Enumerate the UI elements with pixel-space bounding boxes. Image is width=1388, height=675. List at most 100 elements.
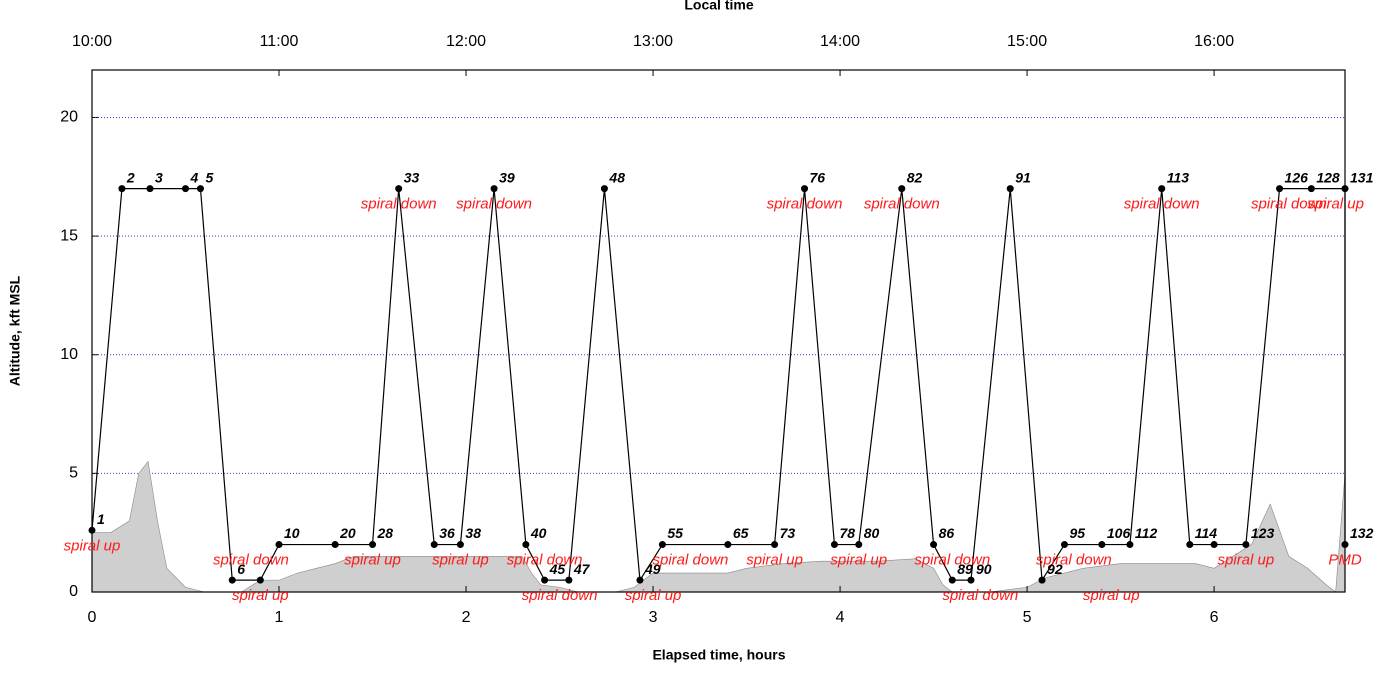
- page: Local time Elapsed time, hours Altitude,…: [0, 0, 1388, 675]
- waypoint-label: 39: [499, 169, 515, 185]
- y-tick-label: 20: [60, 109, 78, 126]
- waypoint-label: 76: [810, 169, 826, 185]
- waypoint: [197, 185, 204, 192]
- chart: Local time Elapsed time, hours Altitude,…: [0, 0, 1388, 670]
- annotation: spiral up: [344, 552, 401, 569]
- waypoint: [565, 577, 572, 584]
- annotation: spiral up: [1218, 552, 1275, 569]
- waypoint: [949, 577, 956, 584]
- top-tick-label: 11:00: [260, 33, 299, 50]
- waypoint-label: 114: [1195, 525, 1218, 541]
- annotation: spiral down: [213, 552, 289, 569]
- waypoint: [898, 185, 905, 192]
- waypoint-label: 91: [1015, 169, 1031, 185]
- x-axis-title: Elapsed time, hours: [652, 647, 785, 663]
- waypoint: [1158, 185, 1165, 192]
- annotation: spiral up: [1307, 196, 1364, 213]
- waypoint-label: 123: [1251, 525, 1275, 541]
- waypoint: [601, 185, 608, 192]
- waypoint: [1039, 577, 1046, 584]
- waypoint-label: 106: [1107, 525, 1131, 541]
- annotation: spiral down: [942, 587, 1018, 604]
- annotation: spiral down: [914, 552, 990, 569]
- waypoint: [831, 541, 838, 548]
- top-tick-label: 16:00: [1194, 33, 1234, 50]
- plot-frame: [92, 70, 1345, 592]
- waypoint: [771, 541, 778, 548]
- waypoint-label: 65: [733, 525, 749, 541]
- waypoint: [724, 541, 731, 548]
- waypoint: [1276, 185, 1283, 192]
- annotation: spiral up: [232, 587, 289, 604]
- waypoint: [522, 541, 529, 548]
- y-tick-label: 5: [69, 465, 78, 482]
- waypoint: [541, 577, 548, 584]
- waypoint-label: 1: [97, 511, 105, 527]
- top-axis-title: Local time: [684, 0, 753, 13]
- annotation: spiral up: [746, 552, 803, 569]
- waypoint: [659, 541, 666, 548]
- annotation: PMD: [1328, 552, 1362, 569]
- annotation: spiral up: [625, 587, 682, 604]
- waypoint-label: 126: [1285, 169, 1309, 185]
- waypoint: [369, 541, 376, 548]
- top-tick-label: 15:00: [1007, 33, 1047, 50]
- waypoint: [1061, 541, 1068, 548]
- waypoint: [89, 527, 96, 534]
- flight-line: [92, 189, 1345, 581]
- waypoint: [431, 541, 438, 548]
- waypoint-label: 10: [284, 525, 300, 541]
- waypoint-label: 3: [155, 169, 163, 185]
- top-tick-label: 12:00: [446, 33, 486, 50]
- waypoint: [930, 541, 937, 548]
- waypoint: [395, 185, 402, 192]
- waypoint: [332, 541, 339, 548]
- waypoint-label: 48: [608, 169, 625, 185]
- waypoint-label: 95: [1069, 525, 1085, 541]
- waypoint: [182, 185, 189, 192]
- waypoint-label: 28: [377, 525, 394, 541]
- y-tick-label: 15: [60, 227, 78, 244]
- waypoint: [229, 577, 236, 584]
- annotation: spiral up: [1083, 587, 1140, 604]
- y-axis-title: Altitude, kft MSL: [7, 275, 23, 386]
- waypoint: [491, 185, 498, 192]
- waypoint-label: 36: [439, 525, 455, 541]
- x-tick-label: 2: [462, 609, 471, 626]
- top-tick-label: 10:00: [72, 33, 112, 50]
- annotation: spiral down: [507, 552, 583, 569]
- waypoint: [118, 185, 125, 192]
- waypoint-label: 2: [126, 169, 135, 185]
- waypoint-label: 78: [839, 525, 855, 541]
- waypoint-label: 40: [530, 525, 547, 541]
- waypoint: [276, 541, 283, 548]
- waypoint: [1211, 541, 1218, 548]
- top-tick-label: 13:00: [633, 33, 673, 50]
- waypoint-label: 33: [404, 169, 420, 185]
- waypoint: [1098, 541, 1105, 548]
- waypoint: [855, 541, 862, 548]
- annotation: spiral down: [522, 587, 598, 604]
- x-tick-label: 6: [1210, 609, 1219, 626]
- top-tick-label: 14:00: [820, 33, 860, 50]
- waypoint: [146, 185, 153, 192]
- annotation: spiral up: [830, 552, 887, 569]
- x-tick-label: 1: [275, 609, 284, 626]
- y-tick-label: 0: [69, 583, 78, 600]
- waypoint-label: 132: [1350, 525, 1374, 541]
- x-tick-label: 5: [1023, 609, 1032, 626]
- x-tick-label: 4: [836, 609, 845, 626]
- waypoint-label: 86: [939, 525, 955, 541]
- waypoint-label: 113: [1167, 169, 1190, 185]
- x-tick-label: 0: [88, 609, 97, 626]
- annotation: spiral down: [1036, 552, 1112, 569]
- waypoint: [457, 541, 464, 548]
- waypoint-label: 38: [465, 525, 481, 541]
- waypoint-label: 4: [190, 169, 199, 185]
- waypoint: [1342, 185, 1349, 192]
- annotation: spiral up: [64, 537, 121, 554]
- waypoint: [1186, 541, 1193, 548]
- waypoint: [1242, 541, 1249, 548]
- annotation: spiral down: [864, 196, 940, 213]
- y-tick-label: 10: [60, 346, 78, 363]
